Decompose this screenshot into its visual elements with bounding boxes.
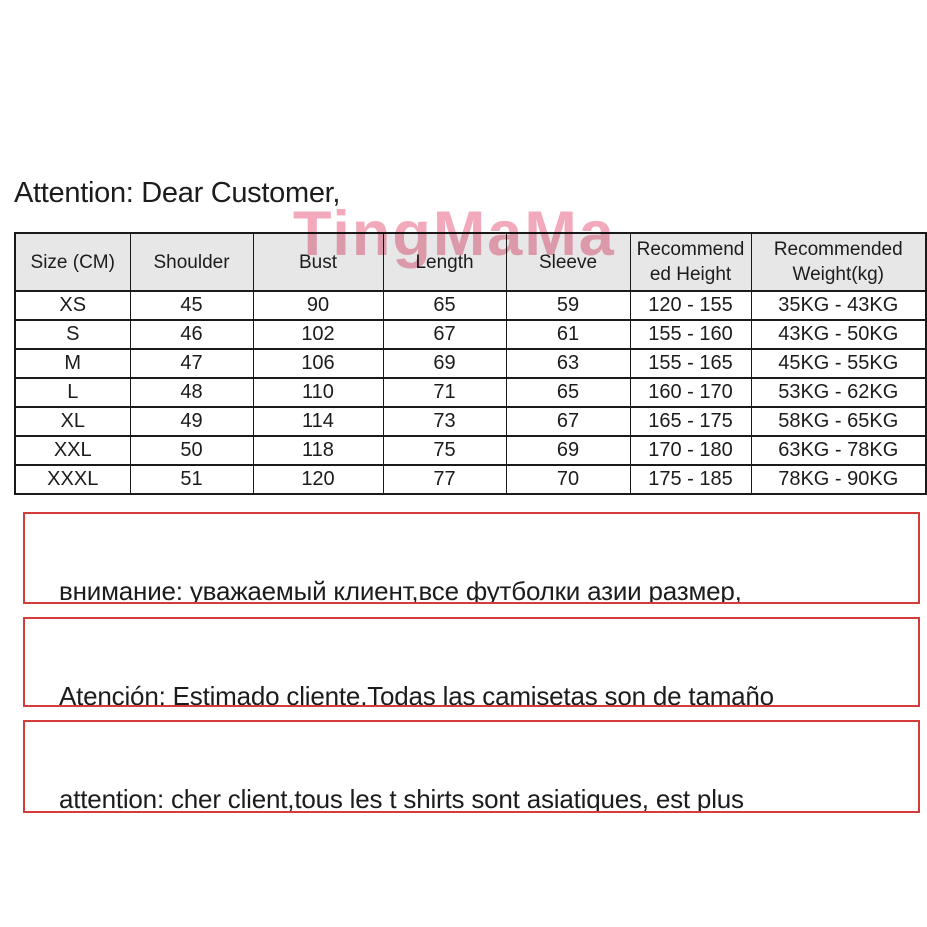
table-cell: L <box>14 377 131 408</box>
table-cell: 69 <box>382 348 507 379</box>
col-header-sleeve: Sleeve <box>505 232 631 292</box>
table-cell: 65 <box>382 290 507 321</box>
col-header-length: Length <box>382 232 507 292</box>
table-cell: 67 <box>382 319 507 350</box>
table-cell: 46 <box>129 319 254 350</box>
table-cell: 165 - 175 <box>629 406 752 437</box>
table-cell: 73 <box>382 406 507 437</box>
col-header-size: Size (CM) <box>14 232 131 292</box>
table-cell: 160 - 170 <box>629 377 752 408</box>
col-header-shoulder: Shoulder <box>129 232 254 292</box>
table-cell: 75 <box>382 435 507 466</box>
table-cell: 102 <box>252 319 384 350</box>
table-row-xl: XL 49 114 73 67 165 - 175 58KG - 65KG <box>14 406 927 437</box>
table-cell: S <box>14 319 131 350</box>
table-cell: 63KG - 78KG <box>750 435 927 466</box>
table-cell: 114 <box>252 406 384 437</box>
table-row-xxxl: XXXL 51 120 77 70 175 - 185 78KG - 90KG <box>14 464 927 495</box>
table-cell: 78KG - 90KG <box>750 464 927 495</box>
table-cell: 45 <box>129 290 254 321</box>
size-chart-table: Size (CM) Shoulder Bust Length Sleeve Re… <box>14 232 927 495</box>
table-cell: XXL <box>14 435 131 466</box>
col-header-height: Recommend ed Height <box>629 232 752 292</box>
table-cell: 67 <box>505 406 631 437</box>
table-cell: 43KG - 50KG <box>750 319 927 350</box>
table-row-s: S 46 102 67 61 155 - 160 43KG - 50KG <box>14 319 927 350</box>
col-header-bust: Bust <box>252 232 384 292</box>
table-cell: 175 - 185 <box>629 464 752 495</box>
table-cell: 155 - 165 <box>629 348 752 379</box>
table-cell: XXXL <box>14 464 131 495</box>
table-cell: 51 <box>129 464 254 495</box>
table-cell: 71 <box>382 377 507 408</box>
table-cell: XS <box>14 290 131 321</box>
notice-line: Atención: Estimado cliente,Todas las cam… <box>59 681 774 707</box>
table-cell: 49 <box>129 406 254 437</box>
table-cell: 45KG - 55KG <box>750 348 927 379</box>
table-cell: 170 - 180 <box>629 435 752 466</box>
table-cell: 69 <box>505 435 631 466</box>
table-cell: 120 - 155 <box>629 290 752 321</box>
table-cell: 90 <box>252 290 384 321</box>
table-cell: 110 <box>252 377 384 408</box>
notice-line: attention: cher client,tous les t shirts… <box>59 784 744 813</box>
notice-russian: внимание: уважаемый клиент,все футболки … <box>23 512 920 604</box>
table-cell: 58KG - 65KG <box>750 406 927 437</box>
table-cell: 155 - 160 <box>629 319 752 350</box>
table-cell: 118 <box>252 435 384 466</box>
table-row-l: L 48 110 71 65 160 - 170 53KG - 62KG <box>14 377 927 408</box>
table-header-row: Size (CM) Shoulder Bust Length Sleeve Re… <box>14 232 927 292</box>
table-cell: M <box>14 348 131 379</box>
table-cell: 59 <box>505 290 631 321</box>
table-cell: 77 <box>382 464 507 495</box>
table-cell: 47 <box>129 348 254 379</box>
col-header-weight: Recommended Weight(kg) <box>750 232 927 292</box>
table-cell: 50 <box>129 435 254 466</box>
table-cell: XL <box>14 406 131 437</box>
notice-line: внимание: уважаемый клиент,все футболки … <box>59 576 742 604</box>
heading-line-1: Attention: Dear Customer, <box>14 177 341 209</box>
notice-spanish: Atención: Estimado cliente,Todas las cam… <box>23 617 920 707</box>
table-row-m: M 47 106 69 63 155 - 165 45KG - 55KG <box>14 348 927 379</box>
table-cell: 70 <box>505 464 631 495</box>
table-cell: 65 <box>505 377 631 408</box>
table-cell: 48 <box>129 377 254 408</box>
table-row-xxl: XXL 50 118 75 69 170 - 180 63KG - 78KG <box>14 435 927 466</box>
table-cell: 106 <box>252 348 384 379</box>
notice-french: attention: cher client,tous les t shirts… <box>23 720 920 813</box>
table-cell: 63 <box>505 348 631 379</box>
table-cell: 61 <box>505 319 631 350</box>
table-cell: 53KG - 62KG <box>750 377 927 408</box>
table-cell: 35KG - 43KG <box>750 290 927 321</box>
table-row-xs: XS 45 90 65 59 120 - 155 35KG - 43KG <box>14 290 927 321</box>
table-cell: 120 <box>252 464 384 495</box>
